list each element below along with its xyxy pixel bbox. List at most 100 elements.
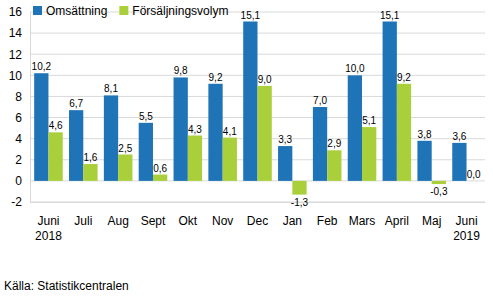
data-label: 1,6 <box>83 152 97 163</box>
x-tick: Nov <box>212 202 233 228</box>
bar <box>153 175 167 181</box>
source-note: Källa: Statistikcentralen <box>4 279 129 293</box>
data-label: 5,1 <box>362 115 376 126</box>
data-label: 10,2 <box>32 61 52 72</box>
bar <box>362 127 376 181</box>
bar <box>383 22 397 181</box>
plot: -20246810121416Juni2018JuliAugSeptOktNov… <box>9 5 486 242</box>
data-label: 4,1 <box>223 126 237 137</box>
bar <box>223 138 237 181</box>
bar <box>104 95 118 181</box>
bar <box>467 180 481 181</box>
data-label: 3,8 <box>418 129 432 140</box>
y-tick: 6 <box>15 111 30 125</box>
y-tick-label: 16 <box>9 5 23 19</box>
data-label: 7,0 <box>313 95 327 106</box>
bar <box>139 123 153 181</box>
data-labels: 10,26,78,15,59,89,215,13,37,010,015,13,8… <box>32 10 481 208</box>
bar <box>48 132 62 181</box>
y-tick: 8 <box>15 90 30 104</box>
bar <box>69 110 83 181</box>
y-tick-label: 2 <box>15 153 22 167</box>
bar <box>278 146 292 181</box>
bar <box>313 107 327 181</box>
x-tick-label: Okt <box>178 214 197 228</box>
x-tick-label: Sept <box>141 214 166 228</box>
bars <box>34 22 466 195</box>
legend-swatch <box>33 6 42 15</box>
legend-label: Omsättning <box>46 4 107 18</box>
x-tick-label: Maj <box>422 214 441 228</box>
x-axis-line <box>31 202 486 203</box>
data-label: -0,3 <box>430 186 448 197</box>
y-tick-label: -2 <box>11 195 22 209</box>
y-tick: 14 <box>9 26 30 40</box>
data-label: 9,8 <box>174 65 188 76</box>
bar <box>417 141 431 181</box>
data-label: 4,3 <box>188 124 202 135</box>
y-tick-label: 8 <box>15 90 22 104</box>
x-tick: Juli <box>74 202 92 228</box>
data-label: 2,5 <box>118 143 132 154</box>
x-tick-label: April <box>385 214 409 228</box>
x-tick: Juni2018 <box>35 202 62 243</box>
x-tick-label: Juli <box>74 214 92 228</box>
x-tick: Aug <box>107 202 128 228</box>
data-label: 6,7 <box>69 98 83 109</box>
y-tick-label: 0 <box>15 174 22 188</box>
x-tick: Dec <box>247 202 268 228</box>
bar <box>258 86 272 181</box>
data-label: 9,0 <box>258 74 272 85</box>
x-tick: Feb <box>317 202 338 228</box>
data-label: 15,1 <box>380 10 400 21</box>
bar <box>208 84 222 181</box>
data-label: 3,3 <box>278 134 292 145</box>
x-tick-label: Aug <box>107 214 128 228</box>
x-tick: Sept <box>141 202 166 228</box>
bar <box>452 143 466 181</box>
x-tick-label: Feb <box>317 214 338 228</box>
bar <box>397 84 411 181</box>
legend: Omsättning Försäljningsvolym <box>33 4 228 18</box>
y-tick-label: 4 <box>15 132 22 146</box>
grid-line <box>30 202 485 203</box>
chart: -20246810121416Juni2018JuliAugSeptOktNov… <box>0 0 493 304</box>
data-label: 8,1 <box>104 83 118 94</box>
legend-item: Omsättning <box>33 4 107 18</box>
data-label: 4,6 <box>49 120 63 131</box>
y-axis: -20246810121416 <box>9 5 31 209</box>
x-tick: Juni2019 <box>453 202 480 243</box>
x-tick-label: Jan <box>283 214 302 228</box>
x-tick: Mars <box>349 202 376 228</box>
x-tick: Okt <box>178 202 197 228</box>
bar <box>292 181 306 195</box>
grid <box>30 12 485 202</box>
bar <box>188 136 202 181</box>
data-label: 15,1 <box>241 10 261 21</box>
x-tick-label: Mars <box>349 214 376 228</box>
y-axis-line <box>30 13 31 203</box>
bar <box>118 155 132 181</box>
bar <box>34 73 48 181</box>
bar <box>83 164 97 181</box>
series-bars <box>48 84 446 195</box>
bar <box>174 77 188 180</box>
x-tick-label: Juni2019 <box>453 214 480 243</box>
data-label: -1,3 <box>291 197 309 208</box>
bar <box>243 22 257 181</box>
series-bars <box>34 22 466 181</box>
data-label: 2,9 <box>327 138 341 149</box>
bar <box>348 75 362 181</box>
legend-label: Försäljningsvolym <box>132 4 228 18</box>
y-tick: 2 <box>15 153 30 167</box>
x-tick: April <box>385 202 409 228</box>
x-tick-label: Dec <box>247 214 268 228</box>
legend-item: Försäljningsvolym <box>119 4 228 18</box>
x-tick-label: Nov <box>212 214 233 228</box>
y-tick: 12 <box>9 48 30 62</box>
bar <box>327 150 341 181</box>
data-label: 9,2 <box>209 72 223 83</box>
y-tick-label: 12 <box>9 48 23 62</box>
data-label: 0,0 <box>467 169 481 180</box>
data-label: 0,6 <box>153 163 167 174</box>
